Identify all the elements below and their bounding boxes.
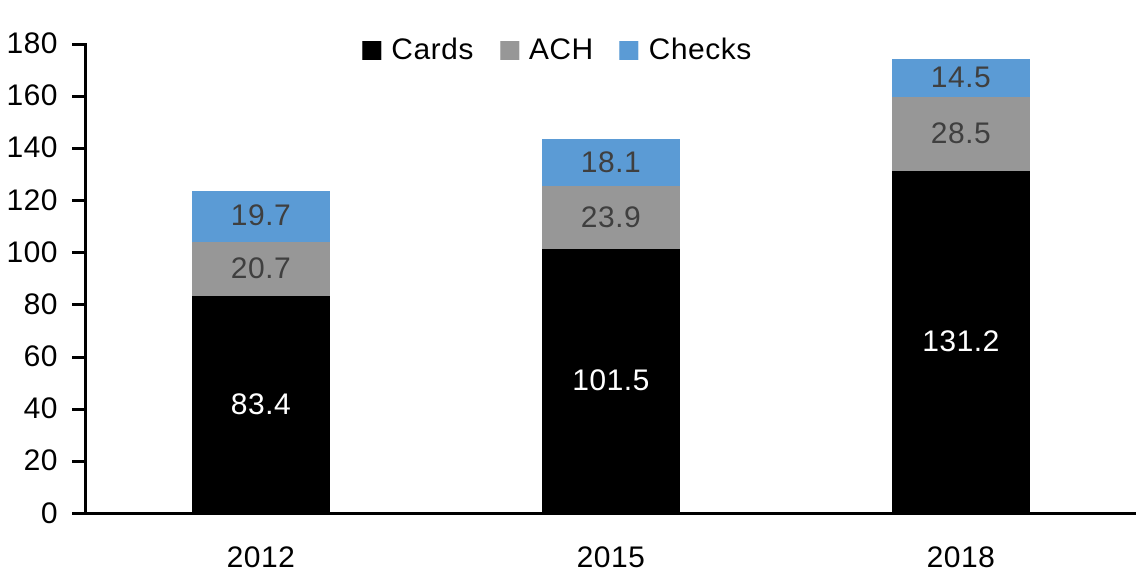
legend-swatch-icon (499, 40, 519, 60)
y-axis-tick-label: 160 (6, 79, 58, 113)
data-label: 20.7 (230, 251, 292, 285)
x-axis-line (84, 512, 1136, 515)
bar-2012: 83.4 20.7 19.7 (192, 190, 330, 514)
y-axis-tick-label: 140 (6, 131, 58, 165)
legend-label: Checks (648, 33, 752, 66)
bar-segment-checks-2018: 14.5 (892, 59, 1030, 97)
y-axis-tick-label: 60 (23, 340, 58, 373)
data-label: 18.1 (580, 145, 642, 179)
y-axis-tick (72, 303, 84, 307)
y-axis-tick (72, 355, 84, 359)
x-axis-label-2012: 2012 (226, 541, 296, 574)
bar-segment-ach-2018: 28.5 (892, 96, 1030, 172)
data-label: 83.4 (230, 387, 292, 421)
y-axis-tick (72, 146, 84, 150)
legend-swatch-icon (619, 40, 639, 60)
y-axis-tick-label: 20 (23, 444, 58, 478)
y-axis-tick (72, 42, 84, 46)
y-axis-tick (72, 512, 84, 515)
data-label: 23.9 (580, 200, 642, 234)
bar-segment-ach-2012: 20.7 (192, 241, 330, 296)
y-axis-tick-label: 120 (6, 183, 58, 217)
bar-segment-cards-2015: 101.5 (542, 248, 680, 514)
bar-2018: 131.2 28.5 14.5 (892, 59, 1030, 514)
legend-item-ach: ACH (499, 33, 594, 67)
legend-item-checks: Checks (619, 33, 752, 67)
y-axis-tick (72, 199, 84, 202)
y-axis-tick-label: 100 (6, 235, 58, 269)
y-axis-tick (72, 459, 84, 463)
bar-segment-cards-2012: 83.4 (192, 295, 330, 514)
legend-item-cards: Cards (362, 33, 474, 67)
data-label: 19.7 (230, 199, 292, 233)
bar-2015: 101.5 23.9 18.1 (542, 139, 680, 514)
data-label: 28.5 (930, 117, 992, 151)
y-axis-line (84, 42, 87, 515)
bar-segment-ach-2015: 23.9 (542, 186, 680, 249)
x-axis-label-2018: 2018 (926, 541, 996, 574)
y-axis-tick-label: 180 (6, 27, 58, 60)
data-label: 14.5 (930, 61, 992, 95)
data-label: 131.2 (922, 325, 1000, 359)
y-axis-tick-label: 80 (23, 287, 58, 321)
legend-label: Cards (391, 33, 474, 66)
x-axis-label-2015: 2015 (576, 541, 646, 574)
legend-label: ACH (528, 33, 594, 66)
legend-swatch-icon (362, 40, 382, 60)
bar-segment-checks-2015: 18.1 (542, 139, 680, 187)
data-label: 101.5 (572, 364, 650, 398)
bar-segment-checks-2012: 19.7 (192, 190, 330, 242)
y-axis-tick-label: 0 (40, 496, 58, 530)
bar-segment-cards-2018: 131.2 (892, 171, 1030, 514)
y-axis-tick-label: 40 (23, 392, 58, 426)
y-axis-tick (72, 407, 84, 411)
y-axis-tick (72, 251, 84, 255)
y-axis-tick (72, 94, 84, 98)
chart-legend: Cards ACH Checks (362, 33, 751, 67)
